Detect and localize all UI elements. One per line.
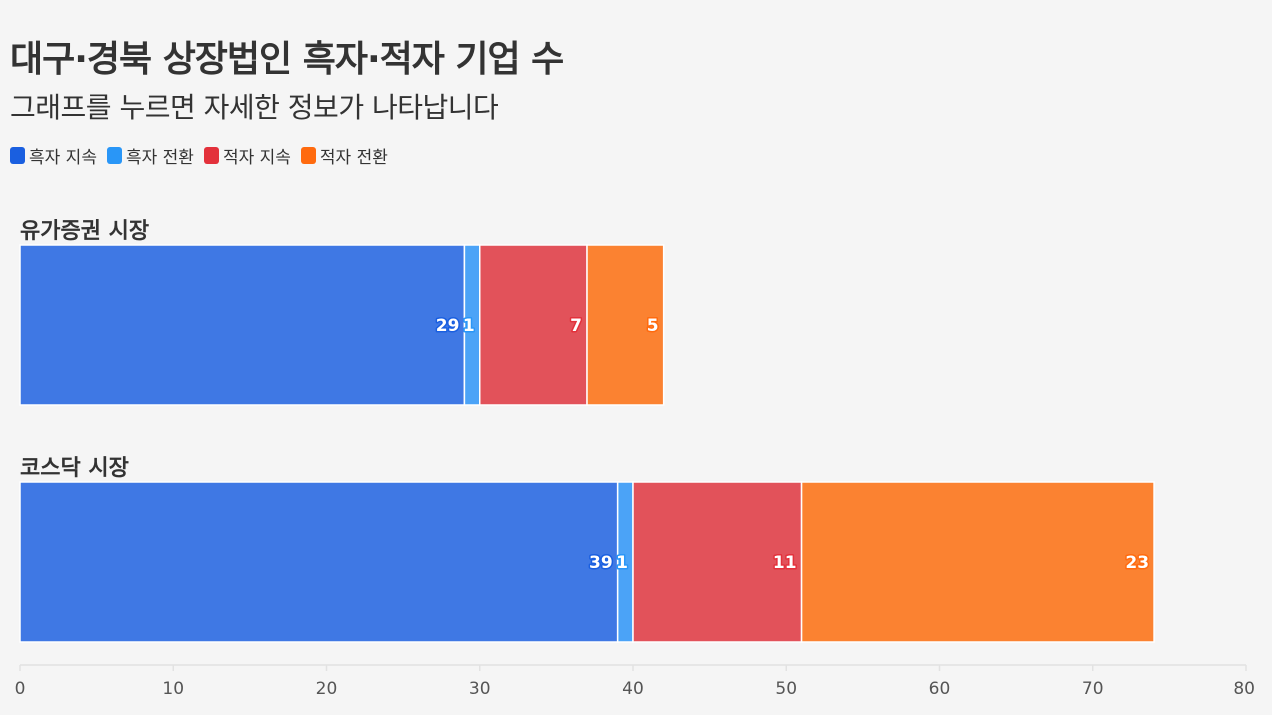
x-tick-label: 50 bbox=[775, 679, 797, 699]
legend-swatch bbox=[106, 147, 122, 164]
x-tick-label: 10 bbox=[162, 679, 184, 699]
legend: 흑자 지속 흑자 전환 적자 지속 적자 전환 bbox=[10, 143, 388, 168]
x-tick-label: 70 bbox=[1082, 679, 1104, 699]
legend-swatch bbox=[203, 147, 219, 164]
data-label: 5 bbox=[647, 316, 659, 336]
x-tick-label: 30 bbox=[469, 679, 491, 699]
data-label: 23 bbox=[1125, 553, 1149, 573]
bar-segment[interactable] bbox=[586, 244, 665, 406]
legend-item[interactable]: 적자 지속 bbox=[203, 143, 291, 168]
legend-swatch bbox=[10, 147, 25, 164]
bar-segment[interactable] bbox=[800, 481, 1155, 643]
chart-subtitle: 그래프를 누르면 자세한 정보가 나타납니다 bbox=[10, 91, 499, 124]
legend-item[interactable]: 적자 전환 bbox=[300, 143, 388, 168]
x-tick-label: 20 bbox=[316, 679, 338, 699]
bar-segment[interactable] bbox=[632, 481, 803, 643]
bar-segment[interactable] bbox=[19, 481, 619, 643]
legend-item[interactable]: 흑자 전환 bbox=[106, 143, 194, 168]
category-label: 유가증권 시장 bbox=[20, 219, 149, 244]
legend-item[interactable]: 흑자 지속 bbox=[10, 143, 97, 168]
data-label: 1 bbox=[463, 316, 475, 336]
bar-segment[interactable] bbox=[19, 244, 466, 406]
legend-swatch bbox=[300, 147, 316, 164]
data-label: 11 bbox=[773, 553, 797, 573]
x-tick-label: 80 bbox=[1233, 679, 1255, 699]
legend-label: 적자 전환 bbox=[319, 148, 388, 168]
x-tick-label: 40 bbox=[622, 679, 644, 699]
data-label: 29 bbox=[436, 316, 460, 336]
x-tick-label: 60 bbox=[929, 679, 951, 699]
data-label: 39 bbox=[589, 553, 613, 573]
legend-label: 적자 지속 bbox=[222, 148, 291, 168]
chart-title: 대구·경북 상장법인 흑자·적자 기업 수 bbox=[10, 39, 564, 80]
data-label: 1 bbox=[616, 553, 628, 573]
bar-segment[interactable] bbox=[479, 244, 588, 406]
legend-label: 흑자 전환 bbox=[125, 148, 194, 168]
x-tick-label: 0 bbox=[15, 679, 26, 699]
category-label: 코스닥 시장 bbox=[20, 456, 129, 481]
legend-label: 흑자 지속 bbox=[29, 148, 97, 168]
data-label: 7 bbox=[570, 316, 582, 336]
